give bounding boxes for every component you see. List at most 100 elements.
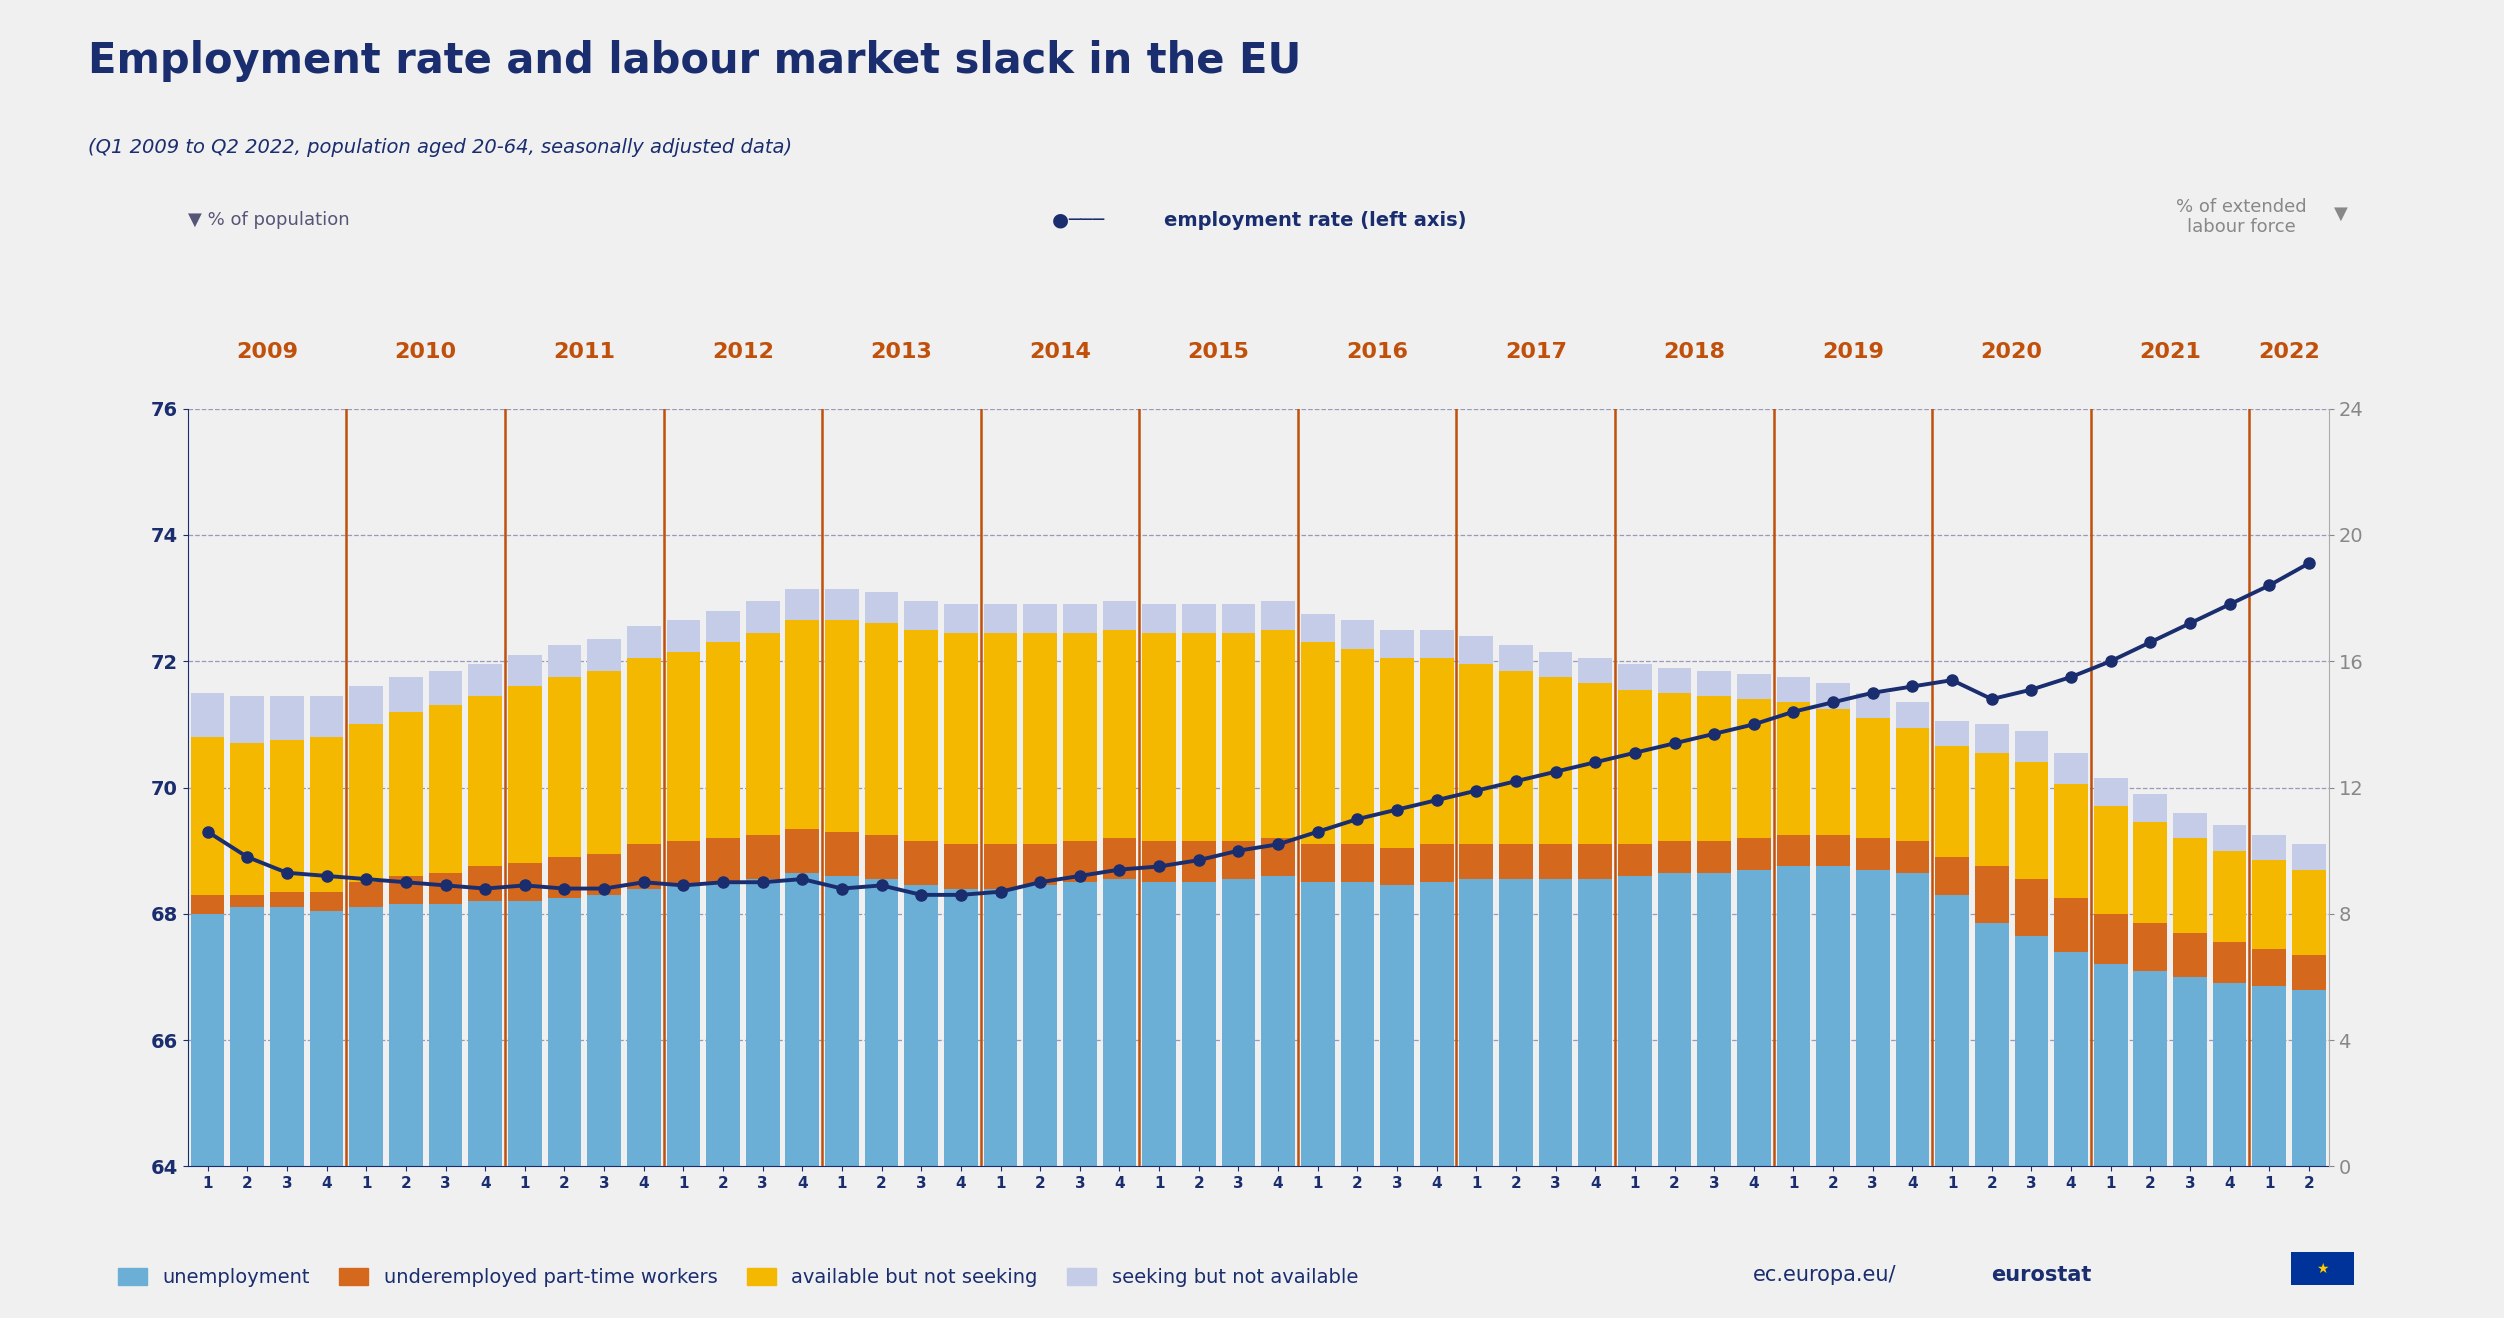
Bar xyxy=(1855,838,1891,870)
Bar xyxy=(1142,633,1177,841)
Bar xyxy=(468,664,501,696)
Text: (Q1 2009 to Q2 2022, population aged 20-64, seasonally adjusted data): (Q1 2009 to Q2 2022, population aged 20-… xyxy=(88,138,791,157)
Bar xyxy=(2254,861,2286,949)
Bar xyxy=(2053,952,2088,1166)
Bar xyxy=(864,834,899,879)
Bar xyxy=(1815,834,1850,866)
Bar xyxy=(310,737,343,892)
Bar xyxy=(826,876,859,1166)
Text: 2010: 2010 xyxy=(396,343,456,362)
Bar xyxy=(2214,983,2246,1166)
Bar xyxy=(666,841,701,886)
Bar xyxy=(1778,702,1810,834)
Bar xyxy=(1102,838,1137,879)
Bar xyxy=(2291,990,2326,1166)
Bar xyxy=(1540,651,1573,677)
Text: Employment rate and labour market slack in the EU: Employment rate and labour market slack … xyxy=(88,40,1302,82)
Bar xyxy=(1778,834,1810,866)
Text: 2012: 2012 xyxy=(711,343,774,362)
Bar xyxy=(1500,671,1532,845)
Bar xyxy=(1855,870,1891,1166)
Bar xyxy=(2053,898,2088,952)
Bar xyxy=(2093,807,2128,913)
Bar xyxy=(944,605,977,633)
Bar xyxy=(2093,965,2128,1166)
Bar xyxy=(1182,841,1214,882)
Bar xyxy=(904,886,939,1166)
Bar xyxy=(1976,924,2008,1166)
Text: ▼: ▼ xyxy=(2334,204,2349,223)
Bar xyxy=(1380,847,1415,886)
Bar xyxy=(786,589,819,621)
Bar xyxy=(944,845,977,888)
Bar xyxy=(626,626,661,658)
Bar xyxy=(706,882,739,1166)
Bar xyxy=(1698,696,1730,841)
Text: 2013: 2013 xyxy=(871,343,931,362)
Bar xyxy=(1936,857,1968,895)
Bar xyxy=(1262,838,1295,876)
Bar xyxy=(508,902,541,1166)
Bar xyxy=(428,705,463,873)
Bar xyxy=(2053,784,2088,898)
Bar xyxy=(746,633,779,834)
Bar xyxy=(904,630,939,841)
Bar xyxy=(1064,841,1097,882)
Bar xyxy=(984,605,1017,633)
Bar xyxy=(1738,673,1770,699)
Bar xyxy=(826,832,859,876)
Bar xyxy=(1302,882,1335,1166)
Bar xyxy=(706,610,739,642)
Text: 2021: 2021 xyxy=(2138,343,2201,362)
Bar xyxy=(508,687,541,863)
Bar xyxy=(1578,658,1613,683)
Bar xyxy=(2291,870,2326,954)
Bar xyxy=(626,888,661,1166)
Bar xyxy=(1302,642,1335,845)
Bar xyxy=(548,646,581,677)
Bar xyxy=(2291,954,2326,990)
Bar xyxy=(1896,841,1928,873)
Bar xyxy=(2173,933,2206,977)
Bar xyxy=(1064,882,1097,1166)
Bar xyxy=(1618,664,1653,689)
Bar xyxy=(2214,942,2246,983)
Bar xyxy=(310,892,343,911)
Bar xyxy=(190,895,225,913)
Bar xyxy=(270,696,303,741)
Bar xyxy=(2173,813,2206,838)
Text: 2019: 2019 xyxy=(1823,343,1883,362)
Bar xyxy=(190,693,225,737)
Bar xyxy=(944,633,977,845)
Bar xyxy=(1340,648,1375,845)
Bar xyxy=(508,863,541,902)
Text: ●───: ●─── xyxy=(1052,211,1112,229)
Bar xyxy=(1262,630,1295,838)
Bar xyxy=(351,687,383,725)
Bar xyxy=(2291,845,2326,870)
Bar xyxy=(230,696,263,743)
Text: 2018: 2018 xyxy=(1663,343,1725,362)
Bar xyxy=(666,886,701,1166)
Bar xyxy=(270,892,303,908)
Bar xyxy=(351,882,383,908)
Bar xyxy=(1976,753,2008,866)
Bar xyxy=(1500,879,1532,1166)
Bar xyxy=(1420,630,1452,658)
Bar xyxy=(984,888,1017,1166)
Bar xyxy=(1024,886,1057,1166)
Bar xyxy=(190,737,225,895)
Bar xyxy=(1698,873,1730,1166)
Bar xyxy=(1815,709,1850,834)
Bar xyxy=(2254,986,2286,1166)
Bar xyxy=(746,879,779,1166)
Bar xyxy=(2133,970,2166,1166)
Bar xyxy=(270,741,303,892)
Text: 2015: 2015 xyxy=(1187,343,1249,362)
Bar xyxy=(1420,658,1452,845)
Text: employment rate (left axis): employment rate (left axis) xyxy=(1164,211,1467,229)
Bar xyxy=(1738,838,1770,870)
Bar xyxy=(1142,605,1177,633)
Bar xyxy=(786,873,819,1166)
Bar xyxy=(2133,822,2166,924)
